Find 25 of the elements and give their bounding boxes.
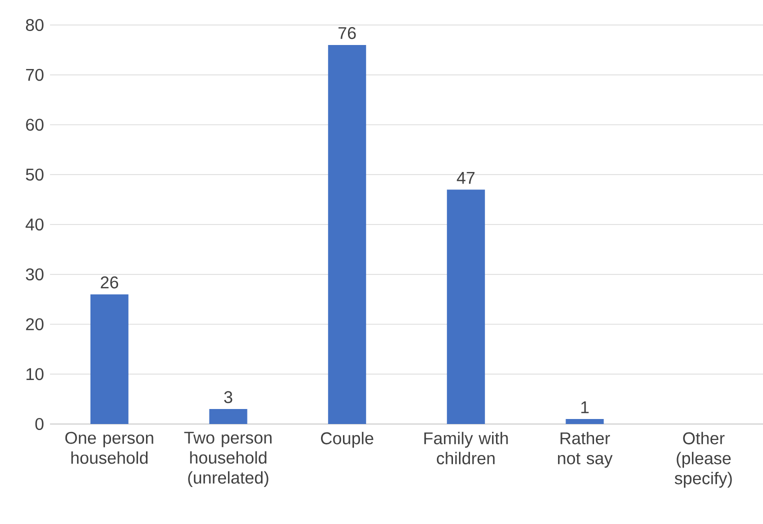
y-tick-label: 70 <box>26 68 44 81</box>
y-tick-label: 20 <box>26 318 44 330</box>
x-tick-label: Other (please specify) <box>674 432 732 488</box>
data-label: 47 <box>456 172 475 184</box>
bar <box>209 409 248 424</box>
bar <box>90 294 128 424</box>
y-tick-label: 0 <box>35 418 44 430</box>
x-tick-label: Family with children <box>424 432 508 464</box>
bar <box>328 44 366 424</box>
y-tick-label: 60 <box>26 118 44 131</box>
y-tick-label: 50 <box>26 168 44 181</box>
bar <box>446 190 485 424</box>
data-label: 3 <box>224 391 232 404</box>
y-tick-label: 40 <box>26 218 44 231</box>
x-tick-label: One person household <box>65 432 154 464</box>
y-tick-label: 30 <box>26 268 44 280</box>
x-tick-label: Couple <box>321 432 374 448</box>
x-tick-label: Two person household (unrelated) <box>184 432 272 488</box>
data-label: 76 <box>338 27 356 40</box>
bar <box>566 419 604 424</box>
y-tick-label: 80 <box>26 18 44 32</box>
data-label: 26 <box>100 276 118 288</box>
data-label: 1 <box>581 401 589 414</box>
y-tick-label: 10 <box>26 368 44 380</box>
x-tick-label: Rather not say <box>558 432 613 468</box>
